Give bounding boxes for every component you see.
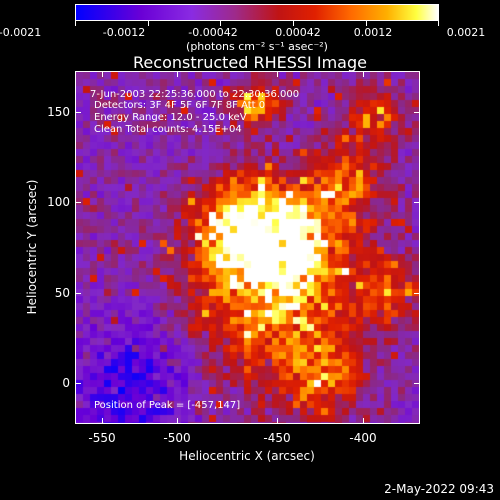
colorbar-tick [293,21,294,26]
x-tick-label: -500 [163,431,191,445]
colorbar-tick [148,21,149,26]
x-tick-label: -400 [349,431,377,445]
y-axis-label: Heliocentric Y (arcsec) [25,179,39,315]
x-tick [363,418,364,424]
colorbar-tick [438,21,439,26]
y-tick [75,383,81,384]
y-tick [75,293,81,294]
x-axis-label: Heliocentric X (arcsec) [179,449,315,463]
y-tick [414,293,420,294]
x-tick [177,71,178,77]
time-range-text: 7-Jun-2003 22:25:36.000 to 22:30:36.000 [90,89,300,100]
y-tick-label: 150 [47,105,70,119]
y-tick [75,112,81,113]
colorbar-tick-label: 0.00042 [275,26,321,39]
y-tick-label: 50 [54,286,70,300]
x-tick-label: -450 [263,431,291,445]
y-tick-label: 0 [62,376,70,390]
energy-range-text: Energy Range: 12.0 - 25.0 keV [94,112,247,123]
x-tick-label: -550 [88,431,116,445]
colorbar-tick-label: 0.0012 [353,26,393,39]
clean-counts-text: Clean Total counts: 4.15E+04 [94,124,242,135]
x-tick [102,71,103,77]
plot-title: Reconstructed RHESSI Image [133,53,367,72]
colorbar-units: (photons cm⁻² s⁻¹ asec⁻²) [186,40,328,53]
peak-position-text: Position of Peak = [-457,147] [94,400,241,411]
y-tick [75,202,81,203]
colorbar-tick-label: -0.0012 [102,26,146,39]
heatmap-image [76,72,419,423]
x-tick [102,418,103,424]
image-plot: 7-Jun-2003 22:25:36.000 to 22:30:36.000 … [75,71,420,424]
colorbar-tick-label: 0.0021 [446,26,486,39]
y-tick [414,383,420,384]
y-tick [414,202,420,203]
date-stamp: 2-May-2022 09:43 [384,482,494,496]
x-tick [177,418,178,424]
y-tick [414,112,420,113]
y-tick-label: 100 [47,195,70,209]
colorbar-tick [366,21,367,26]
x-tick [277,71,278,77]
x-tick [363,71,364,77]
colorbar [75,4,439,21]
colorbar-tick [220,21,221,26]
detectors-text: Detectors: 3F 4F 5F 6F 7F 8F Att 0 [94,100,266,111]
colorbar-tick [75,21,76,26]
colorbar-tick-label: -0.0021 [0,26,42,39]
colorbar-tick-label: -0.00042 [188,26,238,39]
x-tick [277,418,278,424]
